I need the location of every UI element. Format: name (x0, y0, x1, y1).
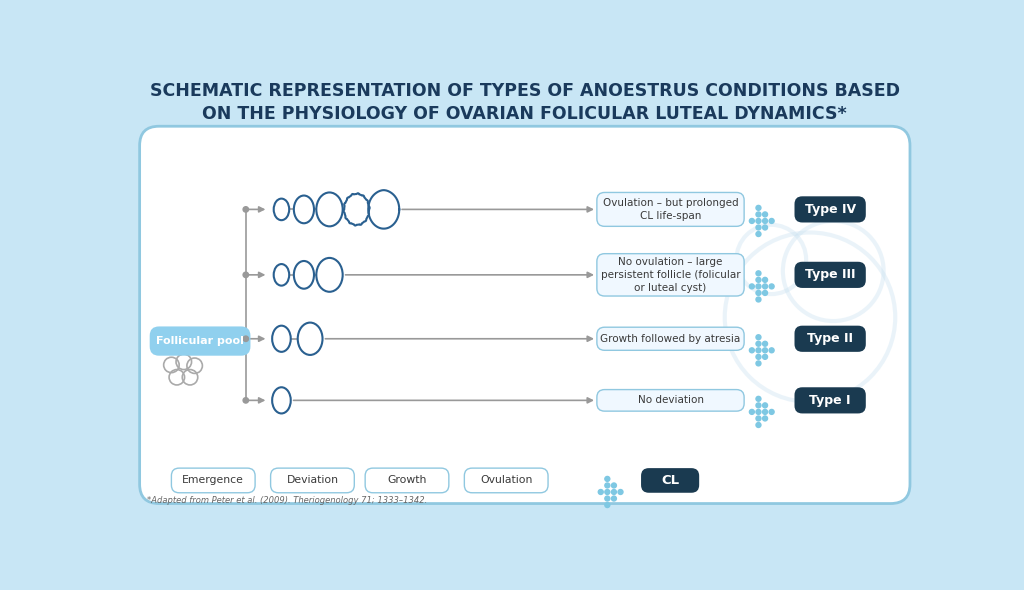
Circle shape (756, 422, 761, 428)
Text: Follicular pool: Follicular pool (156, 336, 244, 346)
Text: CL: CL (662, 474, 679, 487)
FancyBboxPatch shape (464, 468, 548, 493)
Circle shape (243, 336, 249, 342)
Circle shape (243, 398, 249, 403)
Circle shape (756, 348, 761, 353)
Circle shape (598, 490, 603, 494)
Text: Growth followed by atresia: Growth followed by atresia (600, 334, 740, 344)
Circle shape (763, 348, 768, 353)
Circle shape (605, 496, 610, 501)
FancyBboxPatch shape (795, 262, 866, 288)
Text: SCHEMATIC REPRESENTATION OF TYPES OF ANOESTRUS CONDITIONS BASED: SCHEMATIC REPRESENTATION OF TYPES OF ANO… (150, 83, 900, 100)
FancyBboxPatch shape (270, 468, 354, 493)
Circle shape (756, 409, 761, 414)
Circle shape (763, 212, 768, 217)
Circle shape (763, 409, 768, 414)
Circle shape (763, 341, 768, 346)
Circle shape (769, 409, 774, 414)
FancyBboxPatch shape (171, 468, 255, 493)
Circle shape (756, 403, 761, 408)
Circle shape (763, 416, 768, 421)
Text: Emergence: Emergence (182, 476, 244, 486)
Circle shape (756, 284, 761, 289)
Circle shape (756, 218, 761, 224)
Circle shape (769, 218, 774, 224)
Text: Ovulation – but prolonged
CL life-span: Ovulation – but prolonged CL life-span (603, 198, 738, 221)
FancyBboxPatch shape (139, 126, 910, 503)
Circle shape (756, 416, 761, 421)
Circle shape (769, 284, 774, 289)
FancyBboxPatch shape (150, 326, 251, 356)
Circle shape (763, 284, 768, 289)
Circle shape (750, 284, 755, 289)
Circle shape (756, 277, 761, 283)
Text: Type IV: Type IV (805, 203, 856, 216)
Circle shape (756, 335, 761, 340)
Circle shape (763, 277, 768, 283)
Circle shape (756, 341, 761, 346)
Circle shape (611, 496, 616, 501)
Text: No ovulation – large
persistent follicle (folicular
or luteal cyst): No ovulation – large persistent follicle… (601, 257, 740, 293)
Circle shape (243, 206, 249, 212)
Circle shape (750, 409, 755, 414)
Circle shape (763, 403, 768, 408)
Circle shape (756, 271, 761, 276)
FancyBboxPatch shape (795, 387, 866, 414)
Text: ON THE PHYSIOLOGY OF OVARIAN FOLICULAR LUTEAL DYNAMICS*: ON THE PHYSIOLOGY OF OVARIAN FOLICULAR L… (203, 106, 847, 123)
Circle shape (756, 297, 761, 302)
Text: Ovulation: Ovulation (480, 476, 532, 486)
Circle shape (756, 232, 761, 237)
Circle shape (763, 290, 768, 296)
FancyBboxPatch shape (795, 196, 866, 222)
Text: *Adapted from Peter et al. (2009). Theriogenology 71; 1333–1342.: *Adapted from Peter et al. (2009). Theri… (147, 496, 428, 505)
Circle shape (756, 205, 761, 210)
Circle shape (243, 272, 249, 277)
Circle shape (763, 218, 768, 224)
FancyBboxPatch shape (597, 327, 744, 350)
FancyBboxPatch shape (597, 254, 744, 296)
Circle shape (756, 361, 761, 366)
Circle shape (605, 483, 610, 488)
Circle shape (605, 490, 610, 494)
Text: Type I: Type I (809, 394, 851, 407)
Circle shape (756, 355, 761, 359)
Text: Growth: Growth (387, 476, 427, 486)
FancyBboxPatch shape (641, 468, 699, 493)
Text: Type II: Type II (807, 332, 853, 345)
FancyBboxPatch shape (366, 468, 449, 493)
Circle shape (605, 477, 610, 481)
Circle shape (750, 348, 755, 353)
Circle shape (605, 503, 610, 507)
Circle shape (763, 355, 768, 359)
FancyBboxPatch shape (597, 192, 744, 227)
Circle shape (763, 225, 768, 230)
Circle shape (611, 490, 616, 494)
Circle shape (750, 218, 755, 224)
Circle shape (756, 212, 761, 217)
Circle shape (769, 348, 774, 353)
Circle shape (611, 483, 616, 488)
FancyBboxPatch shape (795, 326, 866, 352)
FancyBboxPatch shape (597, 389, 744, 411)
Circle shape (618, 490, 623, 494)
Text: Deviation: Deviation (287, 476, 339, 486)
Circle shape (756, 225, 761, 230)
Circle shape (756, 396, 761, 401)
Text: No deviation: No deviation (638, 395, 703, 405)
Circle shape (756, 290, 761, 296)
Text: Type III: Type III (805, 268, 855, 281)
